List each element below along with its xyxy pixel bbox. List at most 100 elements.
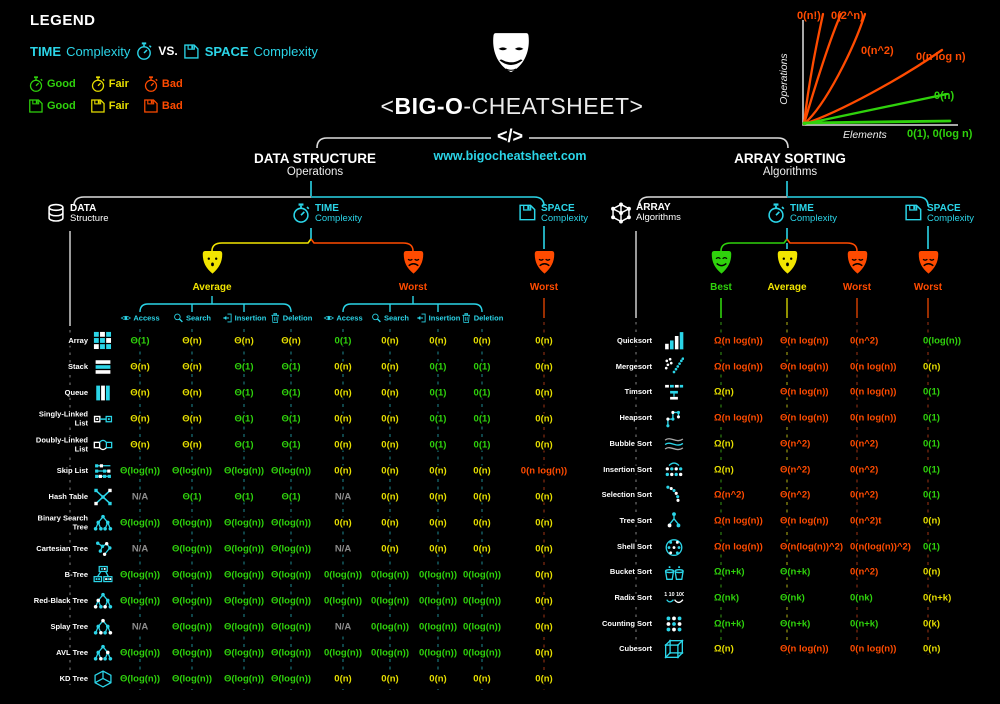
op-label: Search [185, 313, 212, 323]
average-complexity-cell: Θ(n^2) [778, 438, 813, 450]
row-label: Doubly-Linked List [26, 436, 88, 454]
guy-fawkes-mask-logo [489, 32, 533, 84]
complexity-cell: 0(n) [427, 465, 449, 477]
complexity-cell: Θ(log(n)) [221, 621, 267, 633]
title-cheatsheet: -CHEATSHEET> [463, 93, 644, 119]
op-label: Search [383, 313, 410, 323]
space-complexity-cell: 0(n) [533, 413, 555, 425]
complexity-cell: 0(log(n)) [461, 647, 503, 659]
complexity-cell: Θ(log(n)) [268, 621, 314, 633]
kdtree-icon [94, 670, 113, 689]
node-sublabel: Complexity [790, 213, 837, 224]
space-complexity-cell: 0(n) [533, 335, 555, 347]
complexity-cell: 0(n) [379, 413, 401, 425]
complexity-cell: 0(1) [471, 439, 493, 451]
average-complexity-cell: Θ(n log(n)) [778, 643, 831, 655]
splay-icon [93, 618, 113, 637]
heapsort-icon [664, 408, 684, 428]
best-complexity-cell: Ω(n) [712, 643, 736, 655]
complexity-cell: Θ(log(n)) [117, 569, 163, 581]
complexity-cell: Θ(n) [128, 413, 152, 425]
floppy-icon [90, 98, 106, 114]
legend-rating-label: Fair [108, 100, 129, 112]
complexity-cell: Θ(log(n)) [221, 543, 267, 555]
complexity-cell: 0(n) [427, 673, 449, 685]
complexity-cell: Θ(n) [180, 387, 204, 399]
curve-label-factorial: 0(n!) [797, 10, 821, 22]
best-complexity-cell: Ω(n log(n)) [712, 515, 765, 527]
worst-complexity-cell: 0(n^2) [848, 489, 881, 501]
complexity-cell: Θ(log(n)) [268, 647, 314, 659]
legend-space-ratings: Good Fair Bad [28, 98, 192, 114]
countingsort-icon [664, 614, 684, 634]
legend-space-label: SPACE [204, 43, 249, 59]
node-sublabel: Algorithms [636, 212, 681, 223]
page-title: <BIG-O-CHEATSHEET> [381, 93, 644, 120]
op-insertion-header: Insertion [222, 313, 267, 324]
op-label: Insertion [428, 313, 461, 323]
website-url[interactable]: www.bigocheatsheet.com [433, 149, 587, 163]
complexity-cell: 0(n) [471, 517, 493, 529]
row-label: Array [26, 336, 88, 346]
worst-complexity-cell: 0(nk) [848, 592, 875, 604]
trash-icon [461, 313, 472, 324]
legend-rating-item: Fair [90, 98, 129, 114]
complexity-cell: Θ(log(n)) [169, 543, 215, 555]
complexity-cell: Θ(n) [279, 335, 303, 347]
bucketsort-icon [664, 562, 684, 582]
complexity-cell: 0(n) [379, 439, 401, 451]
row-label: Hash Table [26, 492, 88, 502]
average-complexity-cell: Θ(n+k) [778, 618, 813, 630]
complexity-cell: Θ(log(n)) [117, 647, 163, 659]
eye-icon [120, 313, 132, 324]
mask-average-icon [202, 250, 223, 275]
mask-label: Worst [842, 282, 872, 293]
curve-label-exponential: 0(2^n) [831, 10, 864, 22]
complexity-cell: 0(1) [332, 335, 354, 347]
magnifier-icon [173, 313, 184, 324]
complexity-cell: 0(n) [471, 673, 493, 685]
complexity-growth-chart [802, 12, 958, 126]
node-sublabel: Complexity [927, 213, 974, 224]
floppy-disk-icon [183, 43, 200, 60]
complexity-cell: Θ(1) [232, 387, 256, 399]
legend-rating-item: Good [28, 98, 76, 114]
curve-label-constant: 0(1), 0(log n) [907, 128, 973, 140]
complexity-cell: 0(n) [427, 335, 449, 347]
average-complexity-cell: Θ(n log(n)) [778, 335, 831, 347]
row-label: B-Tree [26, 570, 88, 580]
row-label: Singly-Linked List [26, 410, 88, 428]
database-icon [46, 203, 66, 223]
average-complexity-cell: Θ(n+k) [778, 566, 813, 578]
complexity-cell: Θ(log(n)) [221, 595, 267, 607]
average-complexity-cell: Θ(n^2) [778, 489, 813, 501]
insert-icon [416, 313, 427, 324]
dll-icon [93, 436, 113, 455]
array-icon [93, 331, 113, 351]
shellsort-icon [664, 537, 684, 557]
row-label: Queue [26, 388, 88, 398]
rbtree-icon [93, 592, 113, 611]
complexity-cell: Θ(log(n)) [221, 569, 267, 581]
row-label: KD Tree [26, 674, 88, 684]
op-label: Insertion [234, 313, 267, 323]
space-complexity-cell: 0(1) [921, 386, 942, 398]
legend-rating-label: Bad [161, 100, 183, 112]
mask-worst-icon [403, 250, 424, 275]
average-complexity-cell: Θ(n log(n)) [778, 361, 831, 373]
complexity-cell: Θ(log(n)) [169, 569, 215, 581]
space-complexity-cell: 0(n) [533, 673, 555, 685]
complexity-cell: 0(log(n)) [461, 621, 503, 633]
complexity-cell: Θ(n) [128, 387, 152, 399]
left-section-title: DATA STRUCTURE [254, 151, 376, 166]
row-label: Cubesort [582, 645, 652, 654]
mask-worst-icon [918, 250, 939, 275]
mask-label: Worst [529, 282, 559, 293]
complexity-cell: Θ(n) [180, 361, 204, 373]
complexity-cell: 0(n) [471, 465, 493, 477]
space-complexity-cell: 0(k) [921, 618, 942, 630]
best-complexity-cell: Ω(n log(n)) [712, 541, 765, 553]
mergesort-icon [664, 357, 684, 377]
complexity-cell: 0(n) [332, 673, 354, 685]
space-complexity-cell: 0(n log(n)) [518, 465, 570, 477]
